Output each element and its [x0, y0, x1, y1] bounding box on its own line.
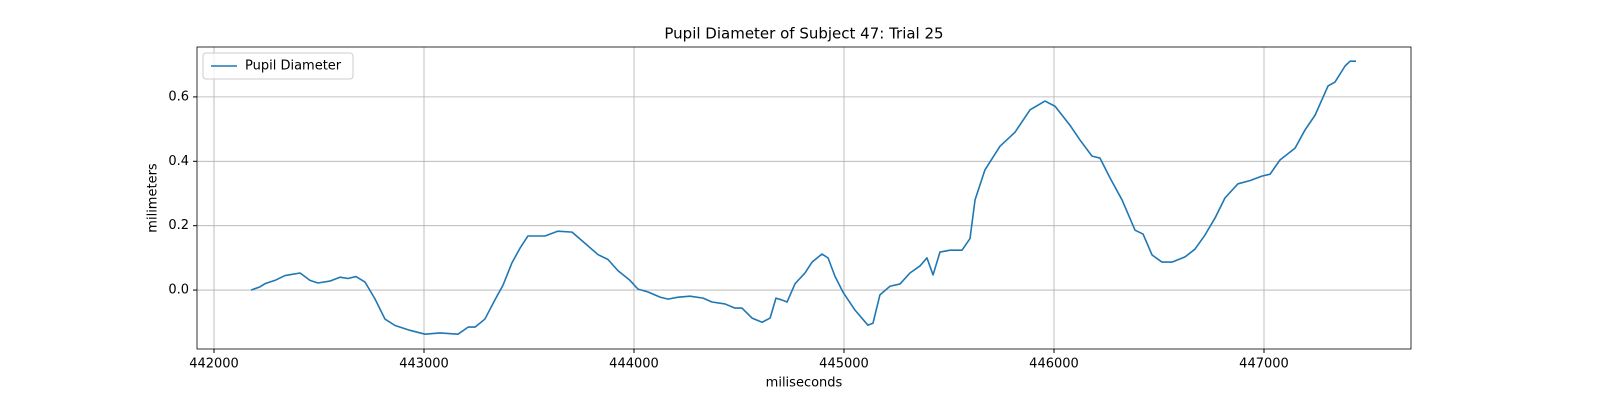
y-tick-label: 0.0 — [168, 283, 189, 298]
x-tick-label: 447000 — [1239, 357, 1289, 372]
chart-title: Pupil Diameter of Subject 47: Trial 25 — [664, 25, 943, 43]
plot-frame — [196, 46, 1412, 350]
x-tick-label: 442000 — [189, 357, 239, 372]
x-tick-label: 445000 — [819, 357, 869, 372]
x-tick-label: 444000 — [609, 357, 659, 372]
data-line — [250, 60, 1356, 335]
legend-label: Pupil Diameter — [245, 59, 342, 74]
y-tick-label: 0.4 — [168, 154, 189, 169]
x-axis-label: miliseconds — [766, 376, 843, 391]
y-axis-label: milimeters — [146, 163, 161, 233]
legend: Pupil Diameter — [202, 52, 354, 80]
x-tick-label: 446000 — [1029, 357, 1079, 372]
y-tick-label: 0.6 — [168, 89, 189, 104]
x-tick-label: 443000 — [399, 357, 449, 372]
y-tick-label: 0.2 — [168, 218, 189, 233]
legend-box — [202, 52, 354, 80]
